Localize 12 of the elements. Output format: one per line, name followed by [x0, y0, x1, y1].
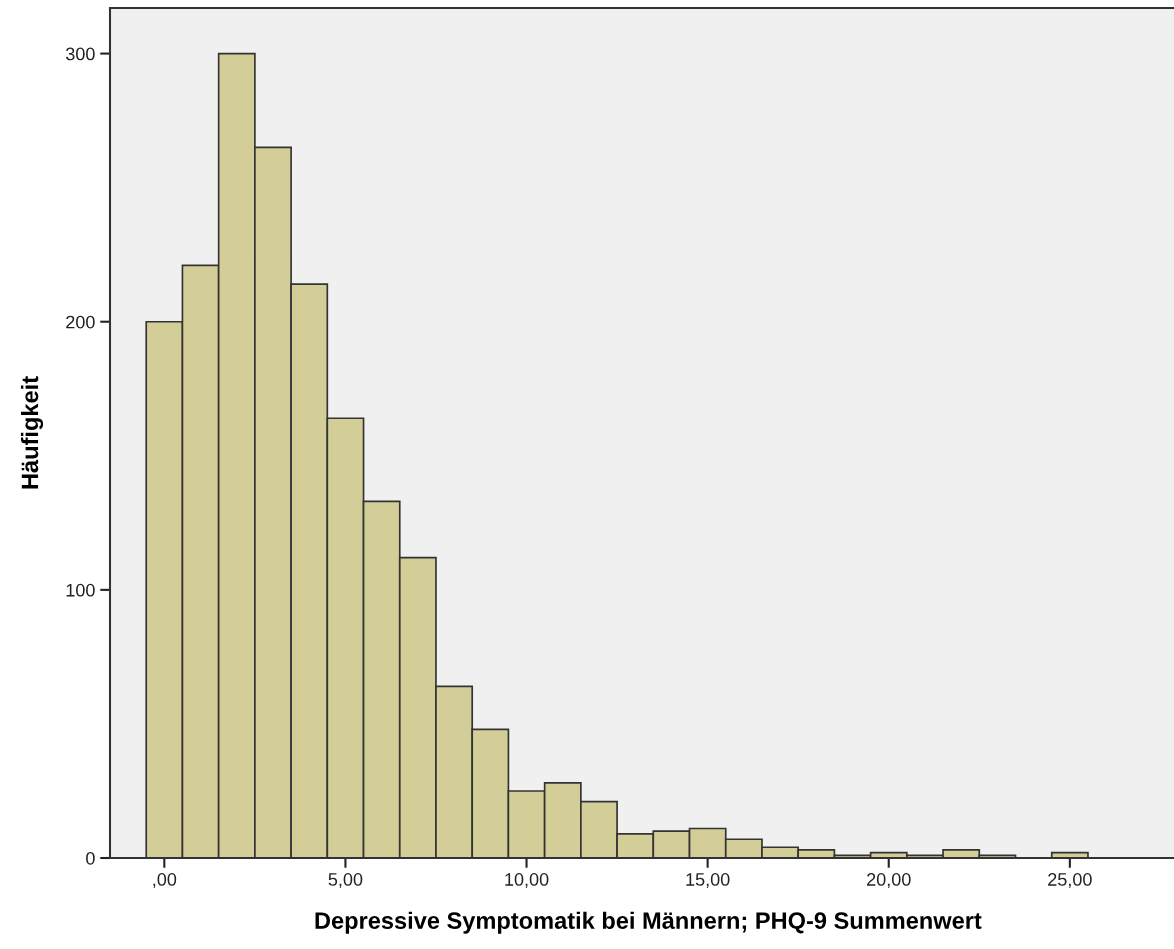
x-tick-label: 25,00 [1048, 873, 1092, 888]
x-tick-label: 15,00 [686, 873, 730, 888]
y-tick-label: 200 [66, 315, 95, 329]
x-tick-label: ,00 [153, 873, 177, 888]
x-axis-title: Depressive Symptomatik bei Männern; PHQ-9 Summenwert [315, 911, 982, 934]
y-axis-title: Häufigkeit [20, 376, 44, 489]
x-tick-label: 10,00 [505, 873, 549, 888]
y-tick-label: 0 [86, 851, 95, 865]
y-tick-label: 100 [66, 583, 95, 597]
y-tick-label: 300 [65, 47, 95, 61]
x-tick-label: 20,00 [867, 873, 911, 888]
x-tick-label: 5,00 [328, 873, 363, 888]
